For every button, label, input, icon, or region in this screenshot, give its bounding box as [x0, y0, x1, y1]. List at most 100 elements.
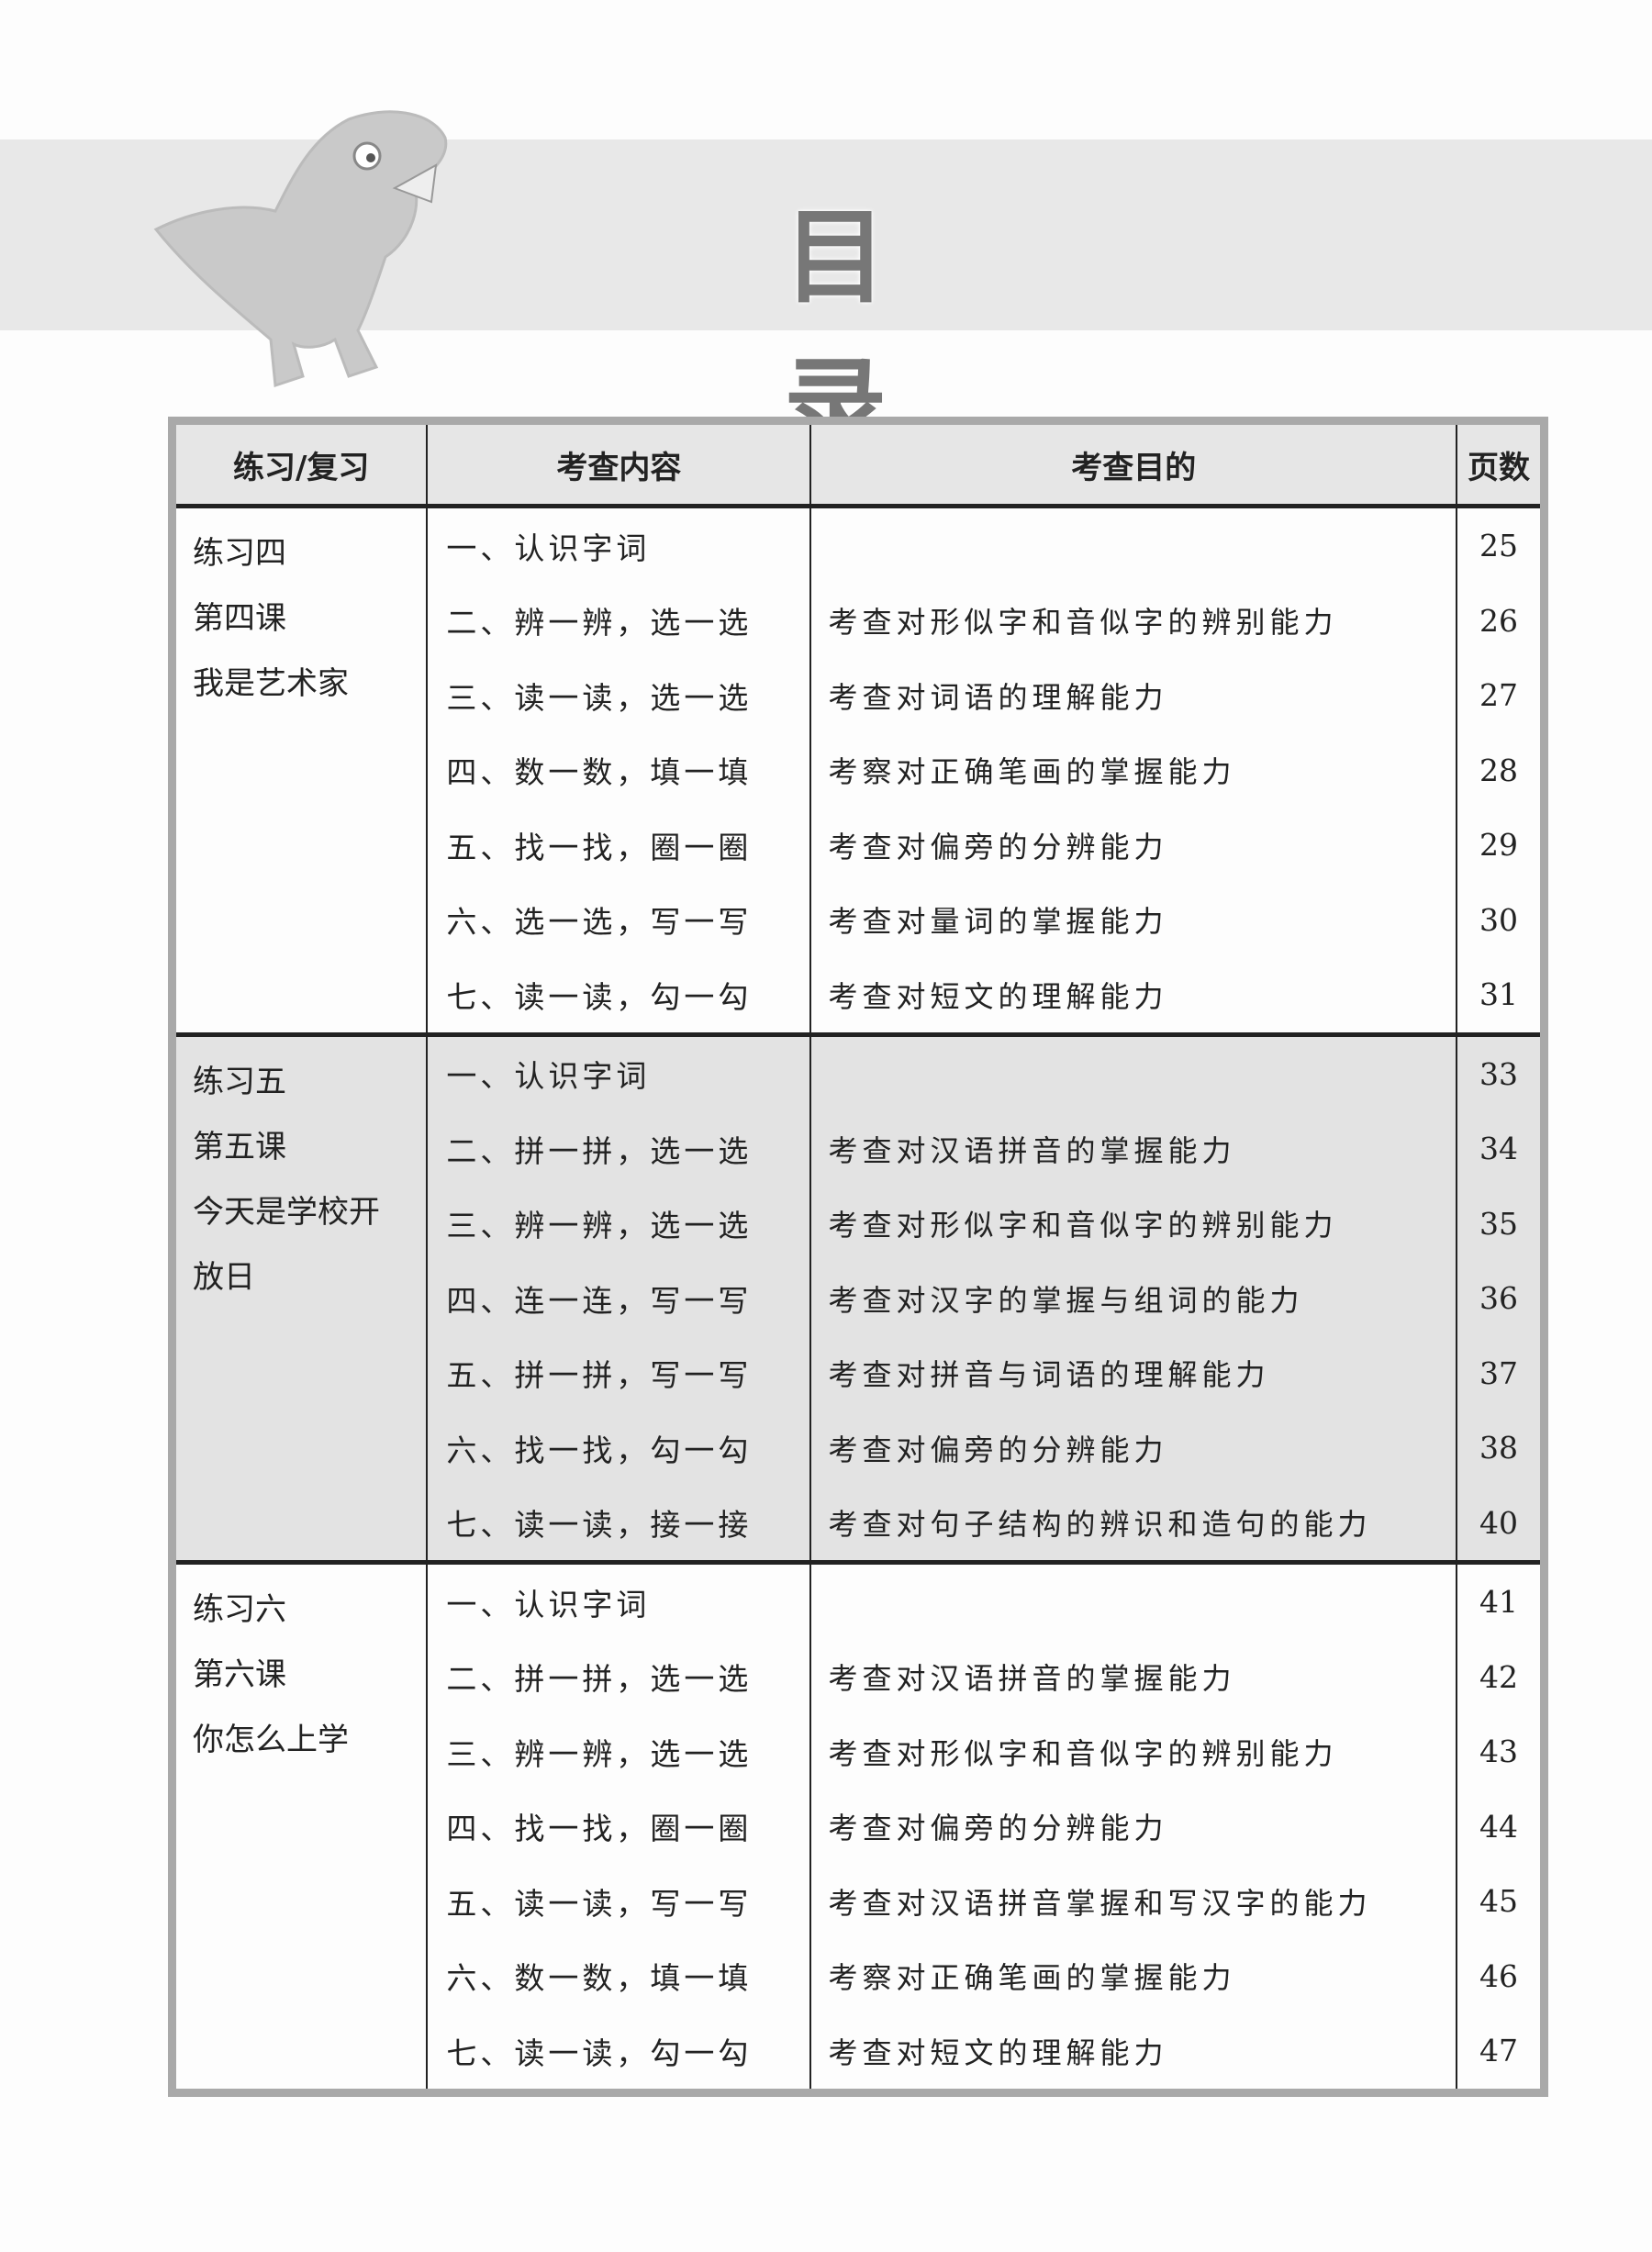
table-row: 五、找一找，圈一圈 考查对偏旁的分辨能力 29 [173, 808, 1546, 883]
table-row: 六、数一数，填一填 考察对正确笔画的掌握能力 46 [173, 1938, 1546, 2013]
page-number: 45 [1456, 1864, 1546, 1939]
content-cell: 三、读一读，选一选 [426, 658, 812, 733]
purpose-cell: 考查对汉语拼音的掌握能力 [809, 1639, 1457, 1714]
content-cell: 二、拼一拼，选一选 [426, 1111, 812, 1187]
content-cell: 六、数一数，填一填 [426, 1938, 812, 2013]
page-number: 29 [1456, 808, 1546, 883]
table-row: 练习四 第四课 我是艺术家 一、认识字词 25 [171, 506, 1546, 1034]
page-number: 34 [1456, 1111, 1546, 1187]
content-cell: 六、找一找，勾一勾 [426, 1410, 812, 1486]
content-cell: 四、连一连，写一写 [426, 1261, 812, 1336]
page-number: 36 [1456, 1261, 1546, 1336]
purpose-cell: 考查对拼音与词语的理解能力 [809, 1335, 1457, 1410]
table-row: 四、找一找，圈一圈 考查对偏旁的分辨能力 44 [173, 1789, 1546, 1864]
purpose-cell: 考查对偏旁的分辨能力 [809, 808, 1457, 883]
exercise-label-line: 我是艺术家 [193, 665, 349, 702]
table-row: 七、读一读，勾一勾 考查对短文的理解能力 47 [173, 2013, 1546, 2092]
table-row: 四、连一连，写一写 考查对汉字的掌握与组词的能力 36 [173, 1261, 1546, 1336]
content-cell: 二、辨一辨，选一选 [426, 583, 812, 658]
exercise-label-line: 练习五 [193, 1063, 286, 1100]
page-number: 40 [1456, 1485, 1546, 1563]
table-row: 七、读一读，接一接 考查对句子结构的辨识和造句的能力 40 [173, 1485, 1546, 1563]
content-cell: 五、读一读，写一写 [426, 1864, 812, 1939]
page-number: 46 [1456, 1938, 1546, 2013]
page-number: 27 [1456, 658, 1546, 733]
group-exercise-5: 练习五 第五课 今天是学校开 放日 一、认识字词 33 二、拼一拼，选一选 考查对汉语拼音的掌… [171, 1034, 1546, 1563]
purpose-cell [809, 1562, 1457, 1640]
table-row: 五、拼一拼，写一写 考查对拼音与词语的理解能力 37 [173, 1335, 1546, 1410]
content-cell: 七、读一读，勾一勾 [426, 957, 812, 1034]
content-cell: 四、找一找，圈一圈 [426, 1789, 812, 1864]
page-number: 35 [1456, 1186, 1546, 1261]
page-number: 25 [1456, 506, 1546, 584]
header-page: 页数 [1456, 420, 1546, 508]
table-row: 六、找一找，勾一勾 考查对偏旁的分辨能力 38 [173, 1410, 1546, 1486]
exercise-label-line: 放日 [193, 1258, 255, 1296]
purpose-cell: 考查对句子结构的辨识和造句的能力 [809, 1485, 1457, 1563]
page-number: 38 [1456, 1410, 1546, 1486]
table-row: 练习五 第五课 今天是学校开 放日 一、认识字词 33 [171, 1034, 1546, 1563]
exercise-label-line: 练习四 [193, 535, 286, 572]
table-row: 六、选一选，写一写 考查对量词的掌握能力 30 [173, 882, 1546, 957]
purpose-cell: 考察对正确笔画的掌握能力 [809, 732, 1457, 808]
exercise-label-line: 第六课 [193, 1656, 286, 1693]
content-cell: 五、拼一拼，写一写 [426, 1335, 812, 1410]
exercise-label-line: 今天是学校开 [193, 1193, 380, 1231]
header-content: 考查内容 [426, 420, 812, 508]
content-cell: 二、拼一拼，选一选 [426, 1639, 812, 1714]
header-purpose: 考查目的 [809, 420, 1457, 508]
page-number: 28 [1456, 732, 1546, 808]
purpose-cell: 考查对汉字的掌握与组词的能力 [809, 1261, 1457, 1336]
content-cell: 一、认识字词 [426, 506, 812, 584]
table-row: 七、读一读，勾一勾 考查对短文的理解能力 31 [173, 957, 1546, 1034]
table-row: 五、读一读，写一写 考查对汉语拼音掌握和写汉字的能力 45 [173, 1864, 1546, 1939]
page-number: 30 [1456, 882, 1546, 957]
purpose-cell: 考查对偏旁的分辨能力 [809, 1789, 1457, 1864]
purpose-cell: 考查对汉语拼音的掌握能力 [809, 1111, 1457, 1187]
page-number: 44 [1456, 1789, 1546, 1864]
table-row: 练习六 第六课 你怎么上学 一、认识字词 41 [171, 1562, 1546, 2092]
exercise-label-line: 第四课 [193, 600, 286, 637]
purpose-cell: 考查对形似字和音似字的辨别能力 [809, 1714, 1457, 1789]
purpose-cell: 考查对量词的掌握能力 [809, 882, 1457, 957]
page-number: 47 [1456, 2013, 1546, 2092]
purpose-cell [809, 1034, 1457, 1111]
exercise-label: 练习六第六课你怎么上学 [171, 1562, 429, 2092]
header-exercise: 练习/复习 [171, 420, 429, 508]
page-number: 43 [1456, 1714, 1546, 1789]
purpose-cell: 考查对词语的理解能力 [809, 658, 1457, 733]
content-cell: 三、辨一辨，选一选 [426, 1186, 812, 1261]
table-row: 三、辨一辨，选一选 考查对形似字和音似字的辨别能力 35 [173, 1186, 1546, 1261]
group-exercise-6: 练习六 第六课 你怎么上学 一、认识字词 41 二、拼一拼，选一选 考查对汉语拼音的掌握能力… [171, 1562, 1546, 2092]
contents-table: 练习/复习 考查内容 考查目的 页数 练习四 第四课 我是艺术家 一、认识字词 25 二、… [168, 417, 1548, 2097]
purpose-cell [809, 506, 1457, 584]
purpose-cell: 考查对形似字和音似字的辨别能力 [809, 1186, 1457, 1261]
content-cell: 四、数一数，填一填 [426, 732, 812, 808]
exercise-label: 练习五第五课今天是学校开 放日 [171, 1034, 429, 1563]
content-cell: 一、认识字词 [426, 1562, 812, 1640]
purpose-cell: 考察对正确笔画的掌握能力 [809, 1938, 1457, 2013]
page-number: 33 [1456, 1034, 1546, 1111]
table-row: 二、拼一拼，选一选 考查对汉语拼音的掌握能力 34 [173, 1111, 1546, 1187]
content-cell: 六、选一选，写一写 [426, 882, 812, 957]
exercise-label-line: 第五课 [193, 1128, 286, 1165]
group-exercise-4: 练习四 第四课 我是艺术家 一、认识字词 25 二、辨一辨，选一选 考查对形似字和音似字的辨… [171, 506, 1546, 1034]
table-row: 三、读一读，选一选 考查对词语的理解能力 27 [173, 658, 1546, 733]
page-number: 41 [1456, 1562, 1546, 1640]
content-cell: 五、找一找，圈一圈 [426, 808, 812, 883]
page-number: 26 [1456, 583, 1546, 658]
exercise-label: 练习四第四课我是艺术家 [171, 506, 429, 1034]
purpose-cell: 考查对汉语拼音掌握和写汉字的能力 [809, 1864, 1457, 1939]
page-number: 31 [1456, 957, 1546, 1034]
table-row: 四、数一数，填一填 考察对正确笔画的掌握能力 28 [173, 732, 1546, 808]
page-number: 42 [1456, 1639, 1546, 1714]
table-row: 二、辨一辨，选一选 考查对形似字和音似字的辨别能力 26 [173, 583, 1546, 658]
purpose-cell: 考查对偏旁的分辨能力 [809, 1410, 1457, 1486]
purpose-cell: 考查对短文的理解能力 [809, 2013, 1457, 2092]
content-cell: 三、辨一辨，选一选 [426, 1714, 812, 1789]
table-row: 三、辨一辨，选一选 考查对形似字和音似字的辨别能力 43 [173, 1714, 1546, 1789]
table-row: 二、拼一拼，选一选 考查对汉语拼音的掌握能力 42 [173, 1639, 1546, 1714]
exercise-label-line: 你怎么上学 [193, 1722, 349, 1758]
exercise-label-line: 练习六 [193, 1591, 286, 1628]
content-cell: 七、读一读，接一接 [426, 1485, 812, 1563]
